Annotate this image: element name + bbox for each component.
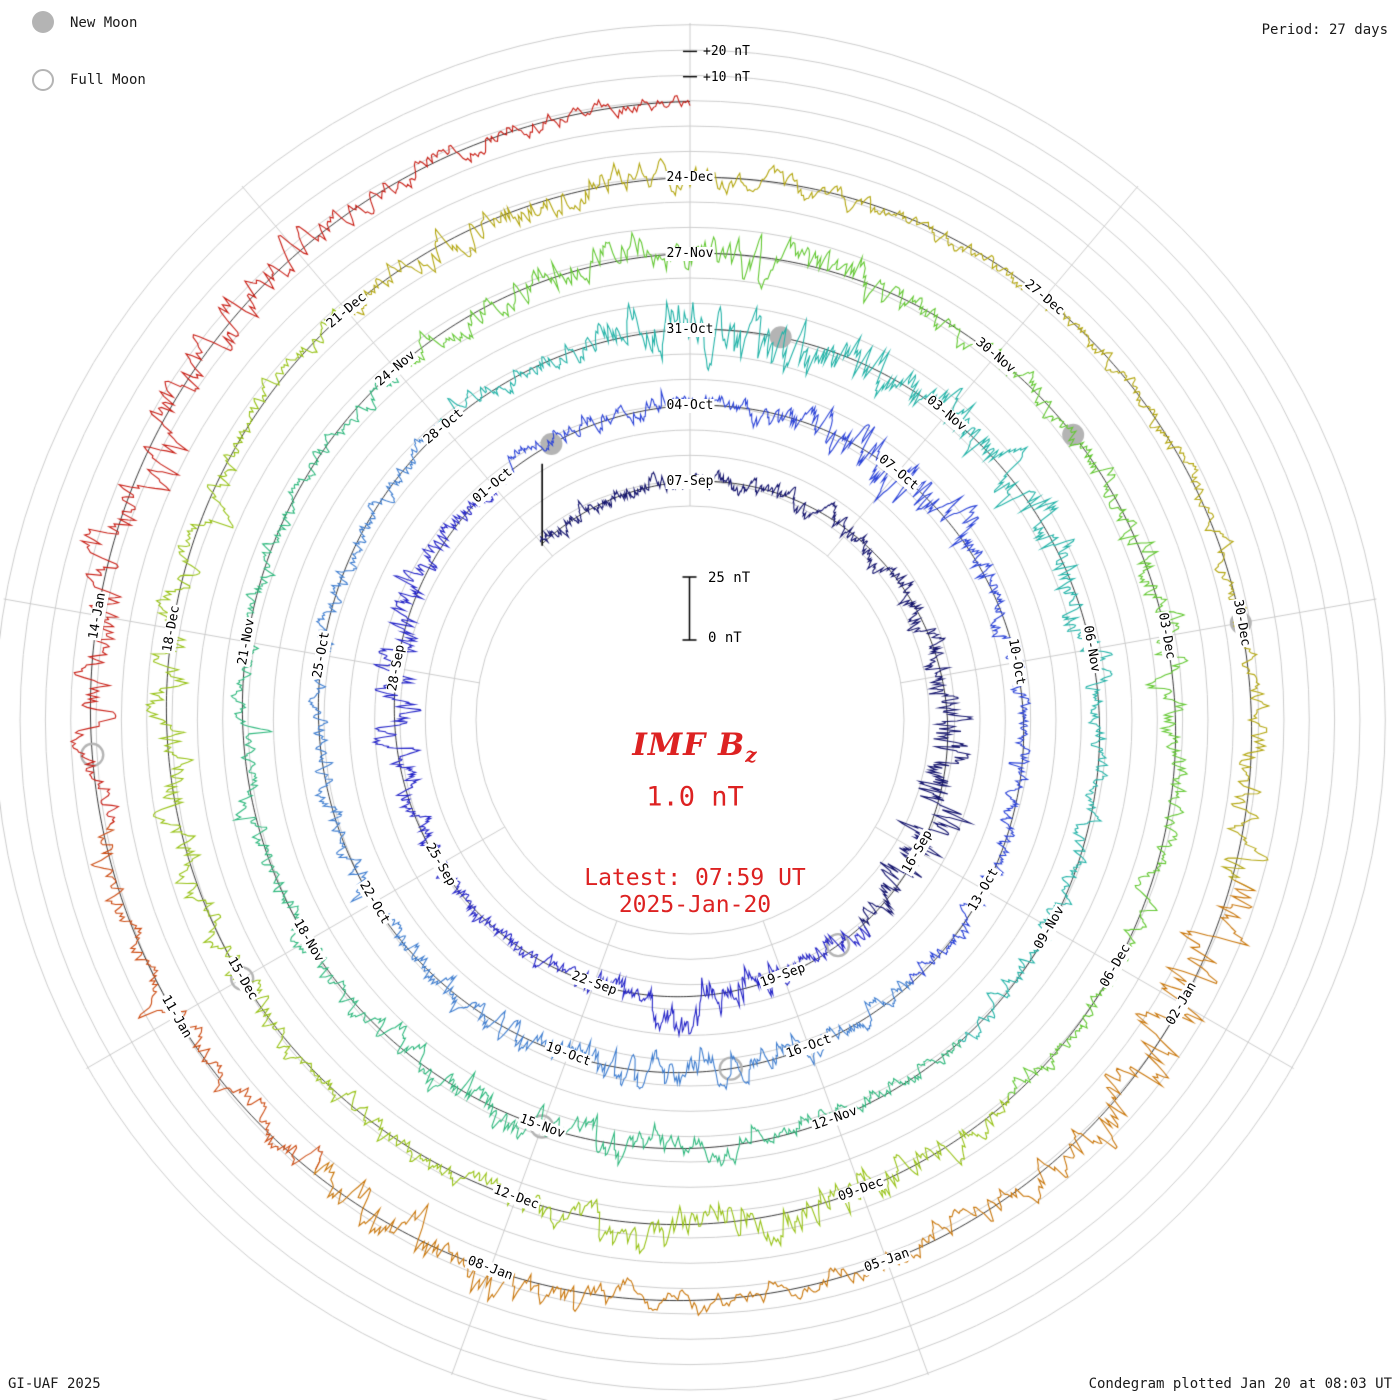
legend-full-moon-label: Full Moon — [70, 72, 146, 88]
full-moon-icon — [32, 69, 54, 91]
credit-label: GI-UAF 2025 — [8, 1376, 101, 1392]
date-label: 31-Oct — [665, 321, 715, 337]
date-label: 07-Sep — [665, 473, 715, 489]
scalebar-0nt-label: 0 nT — [708, 630, 742, 646]
date-label: 24-Dec — [665, 169, 715, 185]
chart-title: IMF Bz — [632, 727, 757, 767]
axis-plus20-label: +20 nT — [703, 44, 750, 59]
chart-title-subscript: z — [745, 743, 758, 768]
plotted-timestamp-label: Condegram plotted Jan 20 at 08:03 UT — [1088, 1376, 1392, 1392]
date-label: 27-Nov — [665, 245, 715, 261]
new-moon-icon — [32, 11, 54, 33]
axis-plus10-label: +10 nT — [703, 70, 750, 85]
latest-date-label: 2025-Jan-20 — [618, 892, 772, 918]
date-label: 04-Oct — [665, 397, 715, 413]
scalebar-25nt-label: 25 nT — [708, 570, 751, 586]
period-label: Period: 27 days — [1261, 22, 1388, 38]
current-value: 1.0 nT — [646, 781, 744, 813]
legend-new-moon-label: New Moon — [70, 15, 138, 31]
latest-time-label: Latest: 07:59 UT — [584, 865, 806, 891]
chart-title-main: IMF B — [632, 726, 746, 763]
